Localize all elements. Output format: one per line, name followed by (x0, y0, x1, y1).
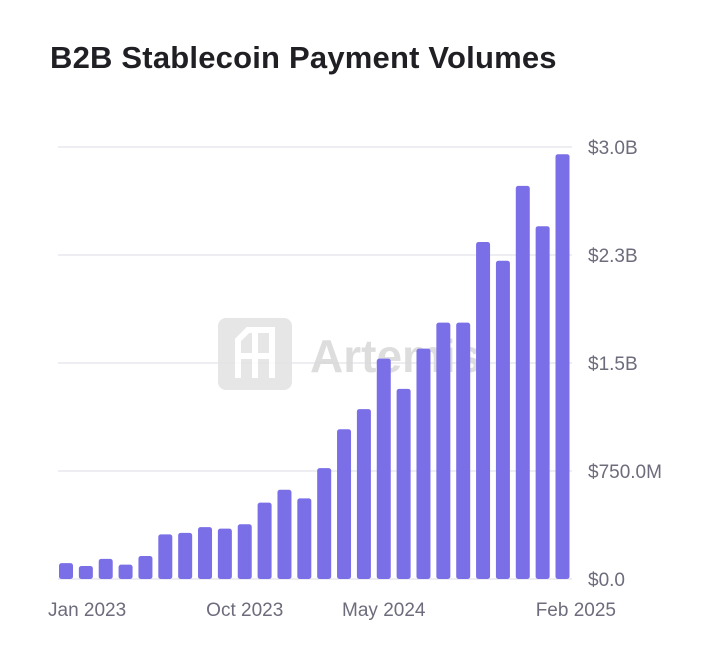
x-tick-label: Jan 2023 (48, 600, 126, 621)
watermark-text: Artemis (310, 330, 481, 382)
bar-oct-2024 (476, 242, 491, 580)
bar-mar-2023 (98, 558, 113, 579)
bar-jun-2023 (158, 534, 173, 579)
x-tick-label: Oct 2023 (206, 600, 283, 621)
bar-apr-2024 (356, 409, 371, 579)
bar-may-2023 (138, 555, 153, 579)
bar-jan-2025 (535, 226, 550, 579)
bar-jan-2023 (59, 563, 73, 579)
x-tick-label: Feb 2025 (536, 600, 616, 621)
y-tick-label: $2.3B (588, 246, 638, 267)
watermark: Artemis (218, 318, 481, 390)
bar-feb-2023 (78, 566, 93, 579)
bar-dec-2023 (277, 489, 292, 579)
bar-oct-2023 (237, 524, 252, 579)
bar-jun-2024 (396, 388, 411, 579)
bar-feb-2024 (317, 468, 332, 579)
bar-aug-2024 (436, 322, 451, 579)
artemis-logo-glyph (235, 327, 275, 378)
x-tick-label: May 2024 (342, 600, 426, 621)
bar-aug-2023 (198, 527, 213, 579)
y-tick-label: $750.0M (588, 462, 662, 483)
chart-title: B2B Stablecoin Payment Volumes (50, 40, 557, 75)
bar-jul-2024 (416, 348, 431, 579)
bar-jan-2024 (297, 498, 312, 579)
y-tick-label: $1.5B (588, 354, 638, 375)
bar-dec-2024 (515, 185, 530, 579)
bar-apr-2023 (118, 564, 133, 579)
bar-nov-2023 (257, 502, 272, 579)
bar-sep-2024 (456, 322, 471, 579)
y-tick-label: $0.0 (588, 570, 625, 591)
y-tick-label: $3.0B (588, 138, 638, 159)
bar-feb-2025 (555, 154, 570, 579)
bar-mar-2024 (337, 429, 352, 579)
bar-may-2024 (376, 358, 391, 579)
bar-sep-2023 (217, 528, 232, 579)
bar-nov-2024 (495, 260, 510, 579)
bar-jul-2023 (178, 532, 193, 579)
